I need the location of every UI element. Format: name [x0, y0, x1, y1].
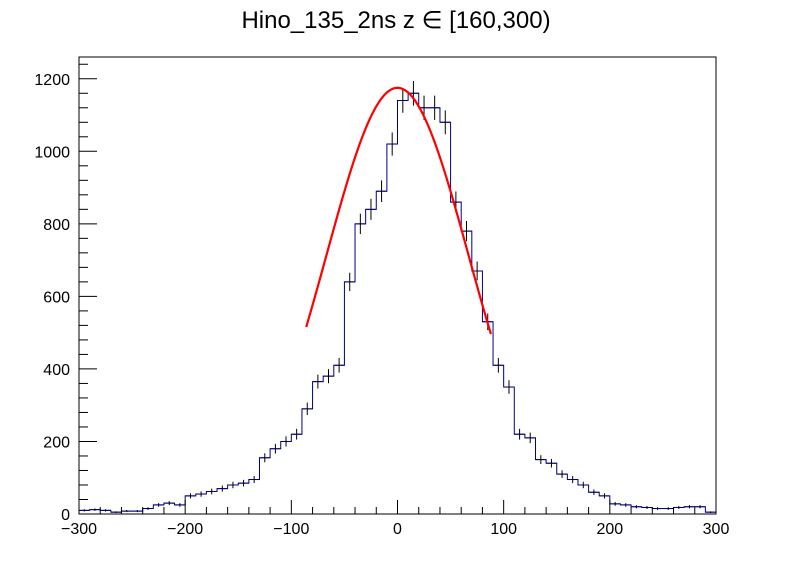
y-tick-label: 1200 — [34, 72, 70, 89]
error-bars — [83, 80, 712, 513]
x-axis-ticks: −300 −200 −100 0 100 200 300 — [61, 500, 729, 538]
y-tick-label: 800 — [43, 217, 70, 234]
x-tick-label: 100 — [490, 521, 517, 538]
y-tick-label: 400 — [43, 362, 70, 379]
y-tick-label: 600 — [43, 289, 70, 306]
histogram-bars — [79, 92, 716, 513]
chart-title: Hino_135_2ns z ∈ [160,300) — [241, 7, 550, 34]
y-axis-ticks: 0 200 400 600 800 1000 1200 — [34, 63, 97, 524]
y-tick-label: 200 — [43, 434, 70, 451]
histogram-outline — [79, 92, 716, 513]
x-tick-label: −300 — [61, 521, 97, 538]
x-tick-label: 200 — [596, 521, 623, 538]
y-tick-label: 0 — [61, 507, 70, 524]
fit-curve-group — [305, 86, 492, 335]
y-tick-label: 1000 — [34, 144, 70, 161]
x-tick-label: 0 — [393, 521, 402, 538]
fit-curve — [305, 86, 492, 335]
x-tick-label: 300 — [703, 521, 730, 538]
x-tick-label: −200 — [167, 521, 203, 538]
x-tick-label: −100 — [273, 521, 309, 538]
